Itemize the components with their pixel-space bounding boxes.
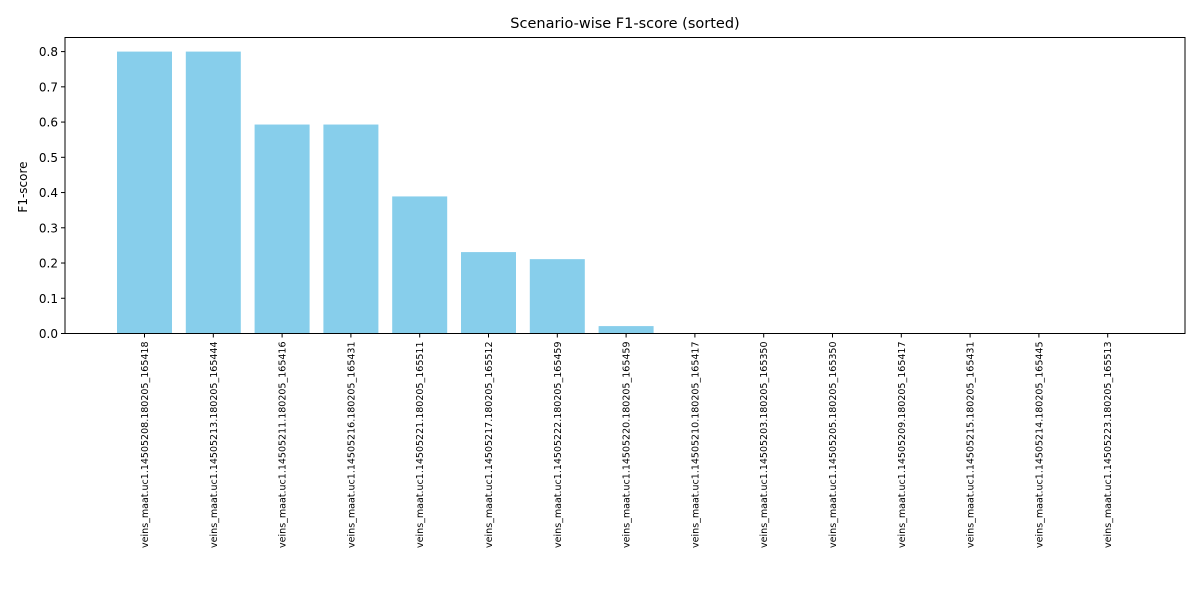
- x-tick-label: veins_maat.uc1.14505210.180205_165417: [690, 342, 701, 548]
- x-axis: veins_maat.uc1.14505208.180205_165418 vei…: [140, 333, 1114, 548]
- x-tick-label: veins_maat.uc1.14505220.180205_165459: [622, 342, 633, 548]
- y-tick-label: 0.4: [39, 186, 58, 200]
- x-tick-label: veins_maat.uc1.14505205.180205_165350: [828, 342, 839, 548]
- x-tick-label: veins_maat.uc1.14505211.180205_165416: [278, 342, 289, 548]
- y-tick-label: 0.2: [39, 257, 58, 271]
- x-tick-label: veins_maat.uc1.14505217.180205_165512: [484, 342, 495, 548]
- x-tick-label: veins_maat.uc1.14505222.180205_165459: [553, 342, 564, 548]
- x-tick-label: veins_maat.uc1.14505203.180205_165350: [759, 342, 770, 548]
- x-tick-label: veins_maat.uc1.14505209.180205_165417: [897, 342, 908, 548]
- bar: [461, 252, 516, 334]
- bars-group: [117, 51, 654, 334]
- y-tick-label: 0.3: [39, 221, 58, 235]
- y-axis: 0.0 0.1 0.2 0.3 0.4 0.5 0.6 0.7 0.8: [39, 45, 65, 341]
- bar: [323, 124, 379, 334]
- bar: [254, 124, 310, 334]
- y-tick-label: 0.6: [39, 116, 58, 130]
- y-tick-label: 0.5: [39, 151, 58, 165]
- bar: [598, 326, 654, 334]
- y-tick-label: 0.0: [39, 327, 58, 341]
- x-tick-label: veins_maat.uc1.14505223.180205_165513: [1103, 342, 1114, 548]
- x-tick-label: veins_maat.uc1.14505213.180205_165444: [209, 342, 220, 548]
- x-tick-label: veins_maat.uc1.14505215.180205_165431: [966, 342, 977, 548]
- bar: [529, 259, 585, 334]
- chart-title: Scenario-wise F1-score (sorted): [510, 16, 739, 32]
- x-tick-label: veins_maat.uc1.14505221.180205_165511: [415, 342, 426, 548]
- x-tick-label: veins_maat.uc1.14505216.180205_165431: [346, 342, 357, 548]
- x-tick-label: veins_maat.uc1.14505208.180205_165418: [140, 342, 151, 548]
- y-tick-label: 0.8: [39, 45, 58, 59]
- y-tick-label: 0.7: [39, 80, 58, 94]
- bar: [117, 51, 172, 334]
- plot-frame: [64, 37, 1186, 334]
- bar: [185, 51, 241, 334]
- y-tick-label: 0.1: [39, 292, 58, 306]
- y-axis-label: F1-score: [16, 161, 30, 212]
- x-tick-label: veins_maat.uc1.14505214.180205_165445: [1034, 342, 1045, 548]
- bar: [392, 196, 448, 334]
